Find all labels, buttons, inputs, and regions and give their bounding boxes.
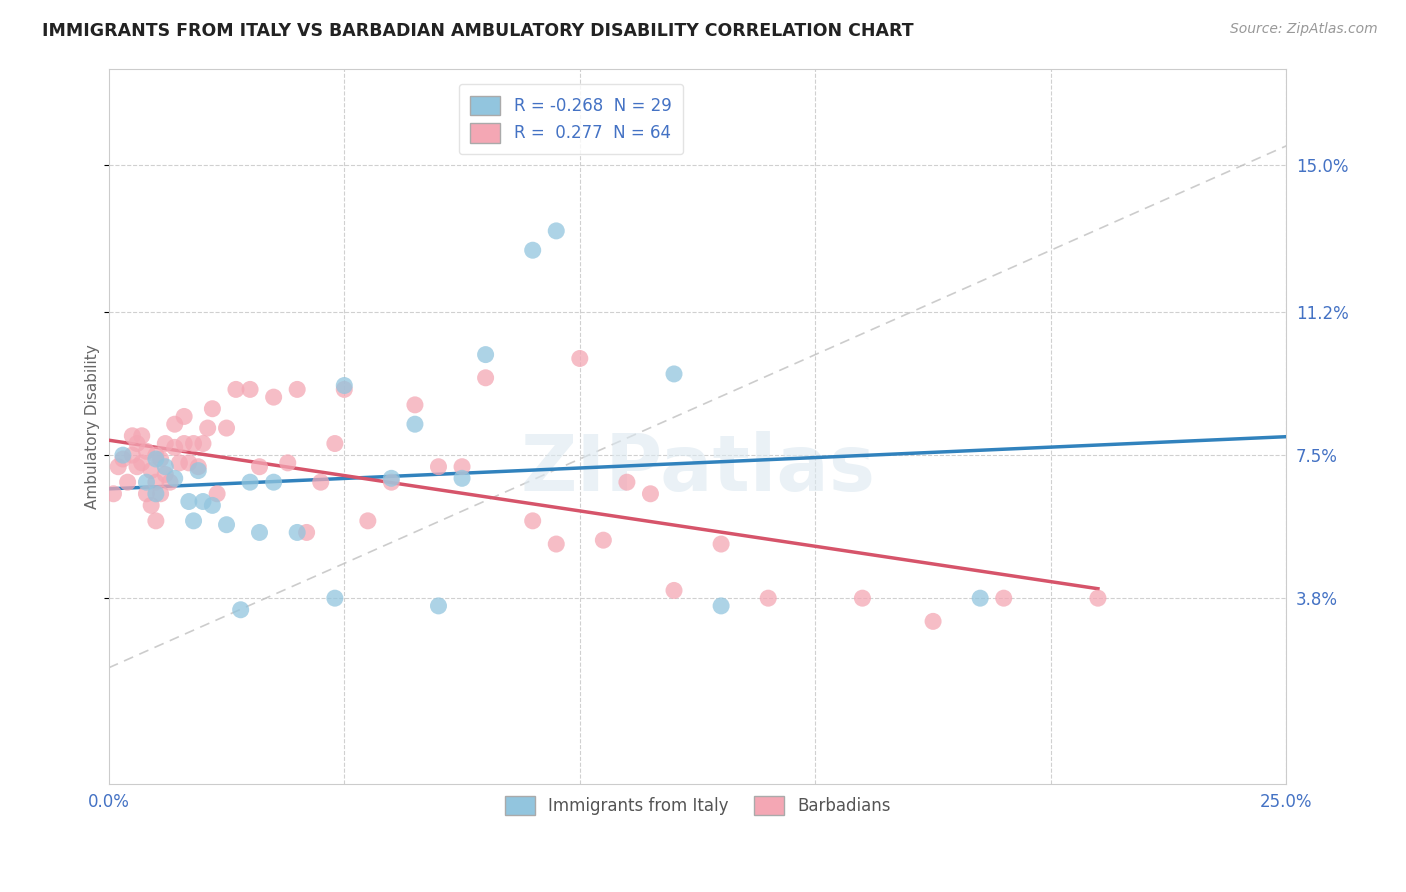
Point [263, 390, 285, 404]
Point [141, 464, 163, 478]
Point [163, 417, 186, 432]
Point [187, 464, 209, 478]
Point [145, 487, 167, 501]
Point [177, 494, 200, 508]
Point [323, 591, 346, 606]
Point [135, 444, 157, 458]
Point [592, 533, 614, 548]
Point [125, 436, 148, 450]
Point [662, 367, 685, 381]
Point [155, 436, 177, 450]
Point [163, 441, 186, 455]
Point [993, 591, 1015, 606]
Point [239, 383, 262, 397]
Point [323, 436, 346, 450]
Point [546, 224, 568, 238]
Point [522, 244, 544, 258]
Point [103, 487, 125, 501]
Point [249, 459, 271, 474]
Point [357, 514, 380, 528]
Point [191, 494, 214, 508]
Point [145, 514, 167, 528]
Point [710, 537, 733, 551]
Point [173, 436, 195, 450]
Point [135, 487, 157, 501]
Point [474, 371, 496, 385]
Point [183, 436, 205, 450]
Point [149, 487, 172, 501]
Legend: Immigrants from Italy, Barbadians: Immigrants from Italy, Barbadians [495, 786, 900, 825]
Point [215, 421, 238, 435]
Point [131, 429, 153, 443]
Point [187, 459, 209, 474]
Point [662, 583, 685, 598]
Point [277, 456, 299, 470]
Point [225, 383, 247, 397]
Point [125, 459, 148, 474]
Point [145, 475, 167, 490]
Text: Source: ZipAtlas.com: Source: ZipAtlas.com [1230, 22, 1378, 37]
Point [149, 452, 172, 467]
Point [131, 456, 153, 470]
Point [309, 475, 332, 490]
Point [177, 456, 200, 470]
Point [285, 525, 308, 540]
Point [922, 615, 945, 629]
Point [333, 378, 356, 392]
Point [145, 448, 167, 462]
Point [568, 351, 591, 366]
Point [155, 467, 177, 482]
Point [173, 409, 195, 424]
Point [640, 487, 662, 501]
Point [205, 487, 228, 501]
Point [851, 591, 873, 606]
Point [285, 383, 308, 397]
Point [427, 459, 450, 474]
Point [474, 348, 496, 362]
Point [380, 471, 402, 485]
Point [121, 448, 143, 462]
Point [117, 475, 139, 490]
Point [404, 398, 426, 412]
Point [969, 591, 991, 606]
Point [145, 452, 167, 467]
Y-axis label: Ambulatory Disability: Ambulatory Disability [86, 343, 100, 508]
Point [295, 525, 318, 540]
Point [1087, 591, 1109, 606]
Point [111, 448, 134, 462]
Point [333, 383, 356, 397]
Point [191, 436, 214, 450]
Point [380, 475, 402, 490]
Point [201, 499, 224, 513]
Point [169, 456, 191, 470]
Point [163, 471, 186, 485]
Point [121, 429, 143, 443]
Point [451, 471, 474, 485]
Point [229, 603, 252, 617]
Point [201, 401, 224, 416]
Point [183, 514, 205, 528]
Point [249, 525, 271, 540]
Text: IMMIGRANTS FROM ITALY VS BARBADIAN AMBULATORY DISABILITY CORRELATION CHART: IMMIGRANTS FROM ITALY VS BARBADIAN AMBUL… [42, 22, 914, 40]
Point [427, 599, 450, 613]
Point [546, 537, 568, 551]
Point [215, 517, 238, 532]
Point [159, 475, 181, 490]
Point [111, 452, 134, 467]
Text: ZIPatlas: ZIPatlas [520, 431, 875, 507]
Point [141, 499, 163, 513]
Point [451, 459, 474, 474]
Point [197, 421, 219, 435]
Point [135, 475, 157, 490]
Point [710, 599, 733, 613]
Point [107, 459, 129, 474]
Point [155, 459, 177, 474]
Point [404, 417, 426, 432]
Point [756, 591, 779, 606]
Point [239, 475, 262, 490]
Point [263, 475, 285, 490]
Point [616, 475, 638, 490]
Point [522, 514, 544, 528]
